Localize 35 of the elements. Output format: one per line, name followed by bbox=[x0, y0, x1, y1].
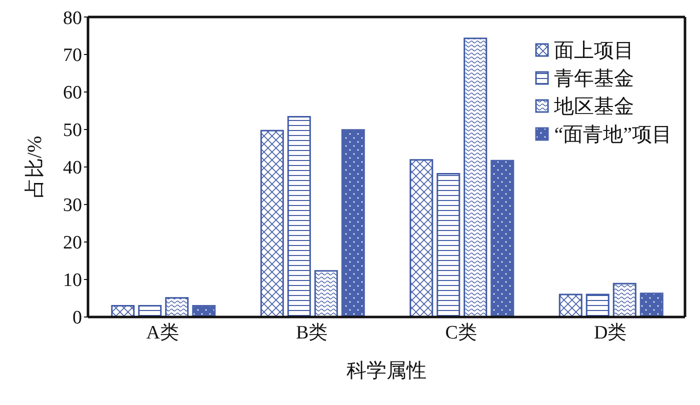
y-tick-label: 80 bbox=[63, 8, 82, 29]
y-tick-label: 30 bbox=[63, 195, 82, 216]
bar bbox=[314, 270, 338, 317]
y-tick-label: 70 bbox=[63, 45, 82, 66]
x-axis-title: 科学属性 bbox=[346, 360, 426, 382]
legend-label: 青年基金 bbox=[554, 66, 634, 92]
bar bbox=[586, 294, 610, 317]
y-tick-label: 0 bbox=[72, 308, 82, 329]
bar bbox=[165, 297, 189, 317]
bar bbox=[260, 130, 284, 317]
bar bbox=[640, 292, 664, 317]
legend-label: 地区基金 bbox=[554, 94, 634, 120]
y-tick-label: 50 bbox=[63, 120, 82, 142]
y-tick-label: 20 bbox=[63, 232, 82, 254]
legend-label: “面青地”项目 bbox=[554, 122, 672, 148]
bar bbox=[111, 305, 135, 317]
bar bbox=[490, 160, 514, 317]
bar bbox=[138, 305, 162, 317]
x-tick-label: D类 bbox=[594, 322, 627, 344]
bar bbox=[464, 38, 488, 317]
legend-label: 面上项目 bbox=[554, 38, 634, 64]
bar bbox=[436, 173, 460, 317]
bar bbox=[612, 282, 636, 317]
y-tick-label: 40 bbox=[63, 158, 82, 179]
x-tick-label: C类 bbox=[445, 322, 477, 344]
y-tick-label: 10 bbox=[63, 270, 82, 292]
x-tick-label: A类 bbox=[146, 322, 179, 344]
bar bbox=[558, 294, 582, 317]
y-tick-label: 60 bbox=[63, 82, 82, 104]
y-axis-title: 占比/% bbox=[24, 136, 46, 198]
bar bbox=[410, 159, 434, 317]
x-tick-label: B类 bbox=[296, 322, 328, 344]
bar bbox=[341, 129, 365, 317]
bar bbox=[287, 116, 311, 317]
bar bbox=[192, 305, 216, 317]
